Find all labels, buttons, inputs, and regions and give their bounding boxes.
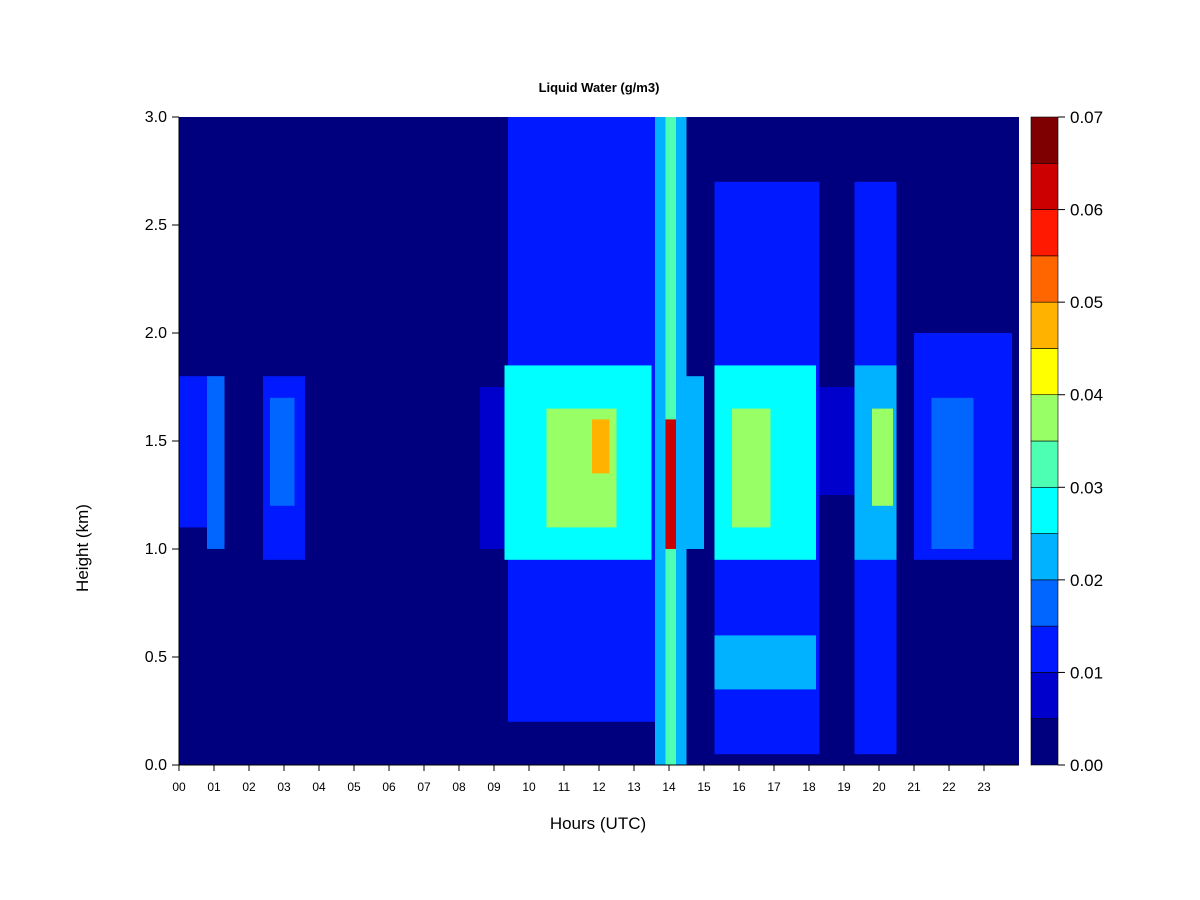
x-tick-label: 16 — [732, 780, 746, 794]
y-tick-label: 1.5 — [145, 433, 167, 450]
x-tick-label: 06 — [382, 780, 396, 794]
colorbar: 0.00 0.01 0.02 0.03 0.04 0.05 0.06 0.07 — [1030, 108, 1103, 775]
colorbar-swatch — [1030, 348, 1059, 396]
x-tick-label: 07 — [417, 780, 431, 794]
x-tick-label: 09 — [487, 780, 501, 794]
x-tick-label: 08 — [452, 780, 466, 794]
x-tick-label: 21 — [907, 780, 921, 794]
heatmap-cell-12 — [686, 376, 704, 549]
x-tick-label: 15 — [697, 780, 711, 794]
x-tick-label: 23 — [977, 780, 991, 794]
y-tick-label: 2.5 — [145, 217, 167, 234]
x-tick-label: 01 — [207, 780, 221, 794]
colorbar-tick-label: 0.04 — [1070, 386, 1103, 405]
colorbar-swatch — [1030, 209, 1059, 257]
colorbar-tick-label: 0.03 — [1070, 478, 1103, 497]
heatmap-cell-8 — [592, 419, 610, 474]
x-tick-label: 18 — [802, 780, 816, 794]
x-tick-label: 19 — [837, 780, 851, 794]
colorbar-swatch — [1030, 625, 1059, 673]
heatmap-plot-area — [179, 117, 1019, 765]
y-tick-label: 2.0 — [145, 325, 167, 342]
y-tick-label: 0.0 — [145, 757, 167, 774]
x-tick-label: 11 — [558, 780, 571, 794]
y-tick-label: 3.0 — [145, 109, 167, 126]
colorbar-swatch — [1030, 718, 1059, 766]
colorbar-swatch — [1030, 579, 1059, 627]
colorbar-swatch — [1030, 394, 1059, 442]
x-tick-label: 10 — [522, 780, 536, 794]
x-tick-label: 17 — [767, 780, 781, 794]
heatmap-cell-3 — [270, 397, 295, 506]
y-tick-label: 0.5 — [145, 649, 167, 666]
x-axis-label: Hours (UTC) — [550, 814, 646, 833]
colorbar-tick-label: 0.05 — [1070, 293, 1103, 312]
heatmap-cell-16 — [714, 635, 816, 690]
colorbar-swatch — [1030, 486, 1059, 534]
x-tick-label: 20 — [872, 780, 886, 794]
colorbar-swatch — [1030, 440, 1059, 488]
y-tick-label: 1.0 — [145, 541, 167, 558]
x-tick-label: 13 — [627, 780, 641, 794]
colorbar-tick-label: 0.01 — [1070, 663, 1103, 682]
colorbar-swatch — [1030, 533, 1059, 581]
x-tick-label: 14 — [662, 780, 676, 794]
heatmap-cell-20 — [872, 408, 893, 506]
x-tick-label: 03 — [277, 780, 291, 794]
chart-title: Liquid Water (g/m3) — [539, 80, 660, 95]
x-tick-label: 22 — [942, 780, 956, 794]
colorbar-swatch — [1030, 672, 1059, 720]
heatmap-cell-11 — [665, 419, 676, 549]
colorbar-swatch — [1030, 255, 1059, 303]
x-tick-label: 00 — [172, 780, 186, 794]
axes: 0.0 0.5 1.0 1.5 2.0 2.5 3.0 00 01 02 03 04 05 06 07 08 0… — [145, 109, 1019, 794]
x-tick-label: 02 — [242, 780, 256, 794]
colorbar-tick-label: 0.02 — [1070, 571, 1103, 590]
colorbar-tick-label: 0.07 — [1070, 108, 1103, 127]
x-tick-label: 04 — [312, 780, 326, 794]
x-tick-label: 12 — [592, 780, 606, 794]
heatmap-cell-17 — [819, 387, 855, 495]
colorbar-swatch — [1030, 116, 1059, 164]
colorbar-tick-label: 0.06 — [1070, 201, 1103, 220]
heatmap-cell-1 — [207, 376, 225, 549]
colorbar-tick-label: 0.00 — [1070, 756, 1103, 775]
colorbar-swatch — [1030, 162, 1059, 210]
heatmap-cell-22 — [931, 397, 974, 549]
y-axis-label: Height (km) — [73, 504, 92, 592]
heatmap-cell-15 — [732, 408, 771, 528]
colorbar-swatch — [1030, 301, 1059, 349]
x-tick-label: 05 — [347, 780, 361, 794]
